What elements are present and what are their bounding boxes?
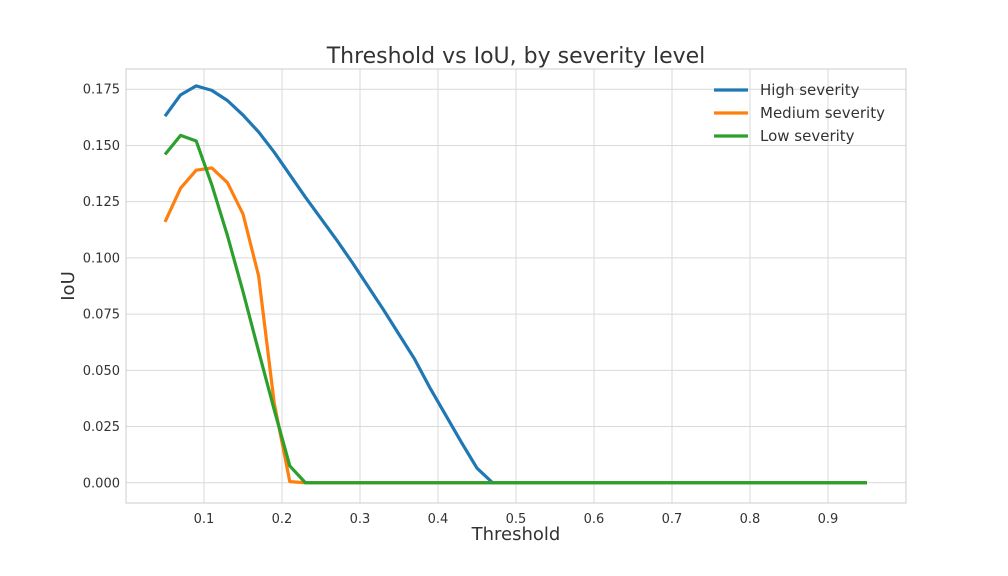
series-line-low-severity <box>163 133 867 485</box>
x-tick-label: 0.3 <box>350 512 371 527</box>
x-axis-label: Threshold <box>471 524 561 545</box>
x-tick-label: 0.9 <box>818 512 839 527</box>
y-tick-label: 0.175 <box>83 83 120 98</box>
x-tick-label: 0.1 <box>194 512 215 527</box>
x-tick-label: 0.7 <box>662 512 683 527</box>
x-tick-label: 0.5 <box>506 512 527 527</box>
legend-label-medium-severity: Medium severity <box>760 104 885 122</box>
y-tick-label: 0.125 <box>83 195 120 210</box>
x-tick-label: 0.4 <box>428 512 449 527</box>
y-tick-label: 0.075 <box>83 308 120 323</box>
x-tick-label: 0.8 <box>740 512 761 527</box>
chart-title: Threshold vs IoU, by severity level <box>326 44 706 69</box>
legend-label-low-severity: Low severity <box>760 127 855 145</box>
y-tick-label: 0.050 <box>83 364 120 379</box>
series-lines <box>163 84 867 485</box>
legend-label-high-severity: High severity <box>760 81 860 99</box>
x-tick-label: 0.6 <box>584 512 605 527</box>
y-tick-label: 0.000 <box>83 476 120 491</box>
plot-frame <box>125 68 907 504</box>
y-tick-label: 0.025 <box>83 420 120 435</box>
y-axis-label: IoU <box>58 271 79 301</box>
x-tick-label: 0.2 <box>272 512 293 527</box>
legend: High severity Medium severity Low severity <box>714 81 885 145</box>
grid <box>126 69 906 503</box>
y-tick-label: 0.100 <box>83 251 120 266</box>
y-tick-label: 0.150 <box>83 139 120 154</box>
tick-labels: 0.1 0.2 0.3 0.4 0.5 0.6 0.7 0.8 0.9 0.000 0.025 0.0… <box>83 83 839 527</box>
